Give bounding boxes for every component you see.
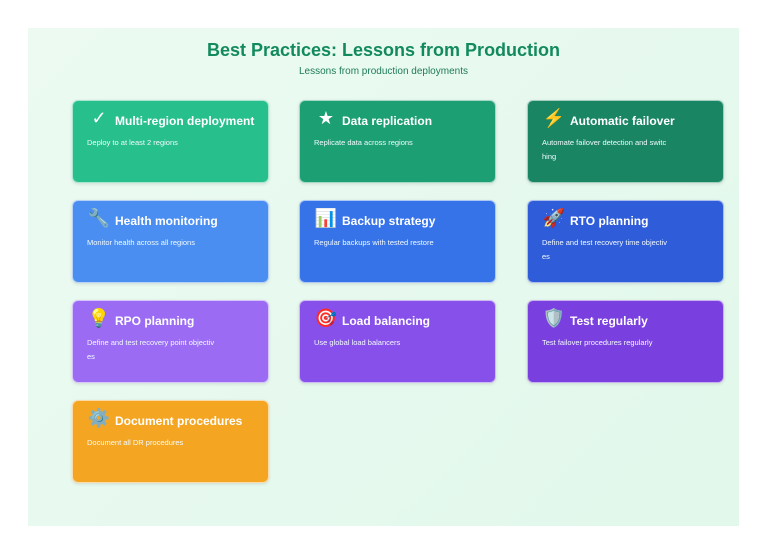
card-title: RPO planning	[115, 314, 195, 328]
card-description: Define and test recovery point objective…	[87, 338, 215, 361]
card-title: Health monitoring	[115, 214, 218, 228]
card-title: Test regularly	[570, 314, 648, 328]
shield-icon: 🛡️	[542, 308, 566, 328]
gear-icon: ⚙️	[87, 408, 111, 428]
page-title: Best Practices: Lessons from Production	[206, 40, 561, 60]
card-description: Automate failover detection and switchin…	[542, 138, 667, 161]
card-backup-strategy: 📊 Backup strategy Regular backups with t…	[299, 200, 496, 283]
card-description: Document all DR procedures	[87, 438, 184, 447]
card-data-replication: ★ Data replication Replicate data across…	[299, 100, 496, 183]
card-description: Use global load balancers	[314, 338, 401, 347]
card-description: Regular backups with tested restore	[314, 238, 434, 247]
card-document-procedures: ⚙️ Document procedures Document all DR p…	[72, 400, 269, 483]
page-subtitle: Lessons from production deployments	[299, 66, 468, 77]
wrench-icon: 🔧	[87, 208, 111, 228]
card-rpo-planning: 💡 RPO planning Define and test recovery …	[72, 300, 269, 383]
card-rto-planning: 🚀 RTO planning Define and test recovery …	[527, 200, 724, 283]
bar-chart-icon: 📊	[314, 208, 338, 228]
card-description: Monitor health across all regions	[87, 238, 195, 247]
card-description: Deploy to at least 2 regions	[87, 138, 178, 147]
rocket-icon: 🚀	[542, 208, 566, 228]
lightbulb-icon: 💡	[87, 308, 111, 328]
card-test-regularly: 🛡️ Test regularly Test failover procedur…	[527, 300, 724, 383]
card-title: RTO planning	[570, 214, 649, 228]
card-multi-region-deployment: ✓ Multi-region deployment Deploy to at l…	[72, 100, 269, 183]
card-title: Backup strategy	[342, 214, 436, 228]
card-automatic-failover: ⚡ Automatic failover Automate failover d…	[527, 100, 724, 183]
star-icon: ★	[317, 108, 335, 128]
card-title: Multi-region deployment	[115, 114, 255, 128]
card-description: Replicate data across regions	[314, 138, 413, 147]
card-load-balancing: 🎯 Load balancing Use global load balance…	[299, 300, 496, 383]
check-icon: ✓	[91, 108, 107, 128]
card-title: Data replication	[342, 114, 433, 128]
card-title: Document procedures	[115, 414, 243, 428]
card-description: Define and test recovery time objectives	[542, 238, 668, 261]
card-title: Load balancing	[342, 314, 431, 328]
target-icon: 🎯	[314, 308, 338, 328]
card-description: Test failover procedures regularly	[542, 338, 653, 347]
card-health-monitoring: 🔧 Health monitoring Monitor health acros…	[72, 200, 269, 283]
card-title: Automatic failover	[570, 114, 675, 128]
lightning-icon: ⚡	[542, 108, 566, 128]
